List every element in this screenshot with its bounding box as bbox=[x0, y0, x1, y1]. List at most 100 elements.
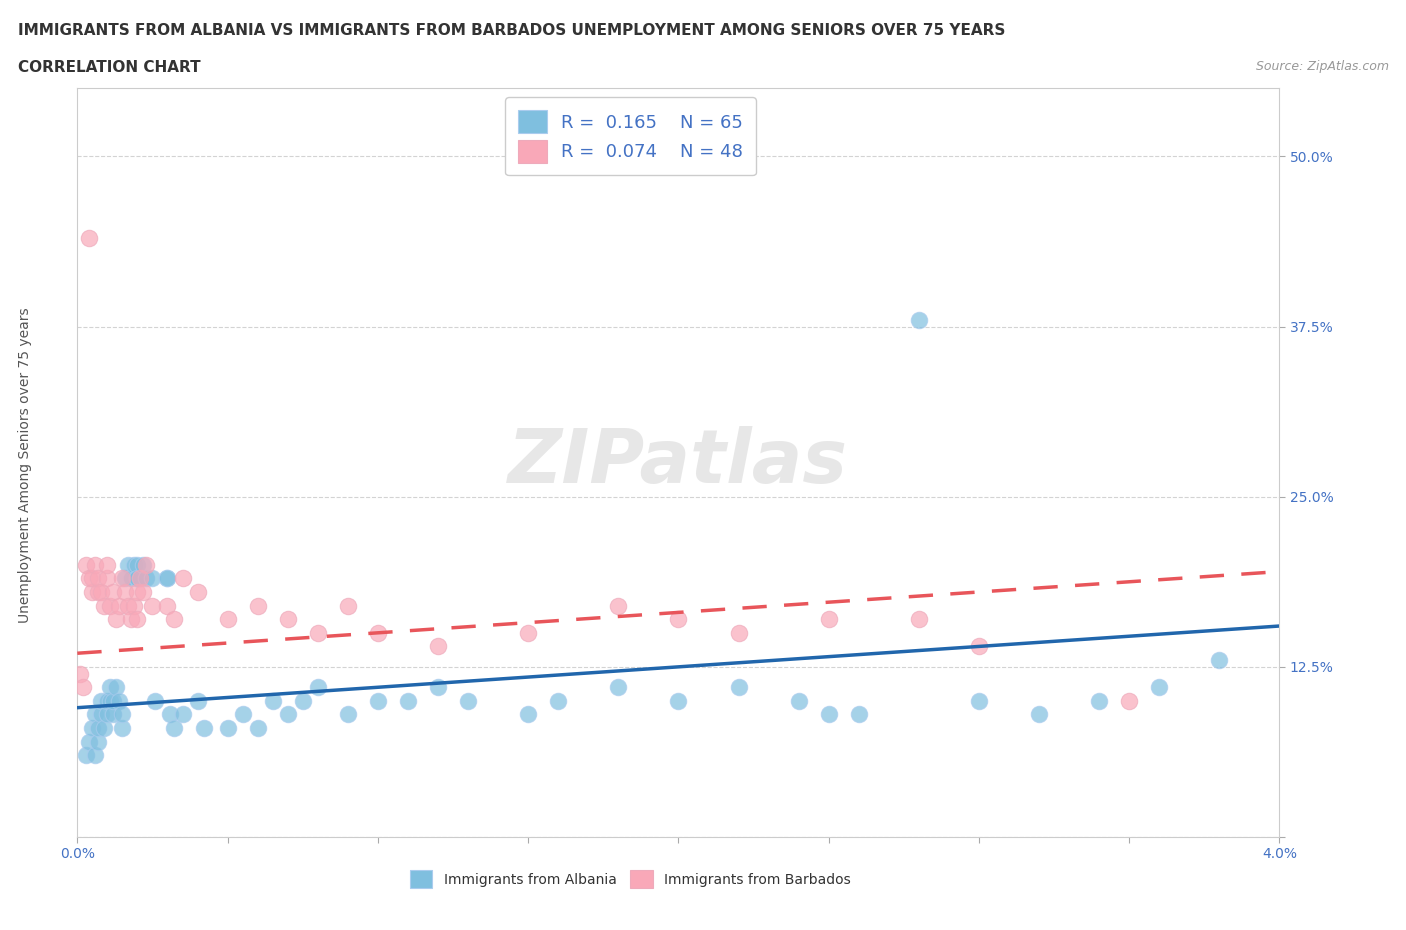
Point bbox=[787, 694, 810, 709]
Text: ZIPatlas: ZIPatlas bbox=[509, 426, 848, 499]
Point bbox=[162, 612, 184, 627]
Point bbox=[105, 612, 128, 627]
Point bbox=[96, 571, 118, 586]
Point bbox=[111, 707, 134, 722]
Point bbox=[232, 707, 254, 722]
Point bbox=[87, 571, 110, 586]
Point bbox=[129, 571, 152, 586]
Point bbox=[96, 694, 118, 709]
Point bbox=[114, 571, 136, 586]
Point bbox=[186, 694, 209, 709]
Point bbox=[427, 680, 450, 695]
Point bbox=[145, 694, 167, 709]
Point bbox=[172, 571, 194, 586]
Point bbox=[908, 312, 931, 327]
Point bbox=[307, 680, 329, 695]
Point bbox=[141, 598, 163, 613]
Point bbox=[127, 571, 149, 586]
Point bbox=[82, 571, 104, 586]
Point bbox=[291, 694, 314, 709]
Point bbox=[246, 598, 269, 613]
Point bbox=[367, 694, 389, 709]
Point bbox=[79, 231, 101, 246]
Point bbox=[156, 598, 179, 613]
Point bbox=[117, 557, 139, 572]
Point bbox=[336, 707, 359, 722]
Point bbox=[517, 707, 540, 722]
Point bbox=[668, 612, 690, 627]
Point bbox=[79, 571, 101, 586]
Point bbox=[84, 748, 107, 763]
Point bbox=[93, 721, 115, 736]
Point bbox=[117, 598, 139, 613]
Point bbox=[193, 721, 215, 736]
Point bbox=[105, 680, 128, 695]
Point bbox=[727, 680, 749, 695]
Point bbox=[111, 721, 134, 736]
Point bbox=[79, 735, 101, 750]
Point bbox=[367, 625, 389, 640]
Point bbox=[103, 707, 125, 722]
Point bbox=[93, 598, 115, 613]
Point bbox=[427, 639, 450, 654]
Point bbox=[108, 598, 131, 613]
Point bbox=[103, 694, 125, 709]
Point bbox=[100, 680, 122, 695]
Point bbox=[127, 557, 149, 572]
Point bbox=[141, 571, 163, 586]
Point bbox=[607, 598, 630, 613]
Point bbox=[90, 585, 112, 600]
Point bbox=[217, 721, 239, 736]
Point bbox=[100, 694, 122, 709]
Point bbox=[1088, 694, 1111, 709]
Point bbox=[908, 612, 931, 627]
Point bbox=[127, 585, 149, 600]
Point bbox=[84, 557, 107, 572]
Point bbox=[87, 585, 110, 600]
Point bbox=[547, 694, 569, 709]
Point bbox=[108, 694, 131, 709]
Point bbox=[1149, 680, 1171, 695]
Text: Unemployment Among Seniors over 75 years: Unemployment Among Seniors over 75 years bbox=[18, 307, 32, 623]
Point bbox=[87, 721, 110, 736]
Point bbox=[82, 721, 104, 736]
Point bbox=[172, 707, 194, 722]
Point bbox=[82, 585, 104, 600]
Point bbox=[217, 612, 239, 627]
Point bbox=[100, 598, 122, 613]
Point bbox=[967, 639, 990, 654]
Point bbox=[120, 612, 142, 627]
Point bbox=[124, 598, 146, 613]
Point bbox=[127, 612, 149, 627]
Point bbox=[103, 585, 125, 600]
Point bbox=[246, 721, 269, 736]
Point bbox=[120, 571, 142, 586]
Point bbox=[186, 585, 209, 600]
Point bbox=[96, 557, 118, 572]
Point bbox=[1028, 707, 1050, 722]
Point bbox=[135, 557, 157, 572]
Point bbox=[69, 666, 91, 681]
Point bbox=[159, 707, 181, 722]
Text: CORRELATION CHART: CORRELATION CHART bbox=[18, 60, 201, 75]
Point bbox=[72, 680, 94, 695]
Point bbox=[135, 571, 157, 586]
Point bbox=[457, 694, 479, 709]
Point bbox=[132, 585, 155, 600]
Point bbox=[127, 571, 149, 586]
Point bbox=[817, 707, 839, 722]
Point bbox=[848, 707, 870, 722]
Text: IMMIGRANTS FROM ALBANIA VS IMMIGRANTS FROM BARBADOS UNEMPLOYMENT AMONG SENIORS O: IMMIGRANTS FROM ALBANIA VS IMMIGRANTS FR… bbox=[18, 23, 1005, 38]
Point bbox=[90, 707, 112, 722]
Point bbox=[114, 585, 136, 600]
Point bbox=[967, 694, 990, 709]
Point bbox=[96, 707, 118, 722]
Point bbox=[111, 571, 134, 586]
Point bbox=[90, 694, 112, 709]
Point bbox=[668, 694, 690, 709]
Point bbox=[277, 707, 299, 722]
Point bbox=[396, 694, 419, 709]
Point bbox=[132, 557, 155, 572]
Point bbox=[262, 694, 284, 709]
Point bbox=[336, 598, 359, 613]
